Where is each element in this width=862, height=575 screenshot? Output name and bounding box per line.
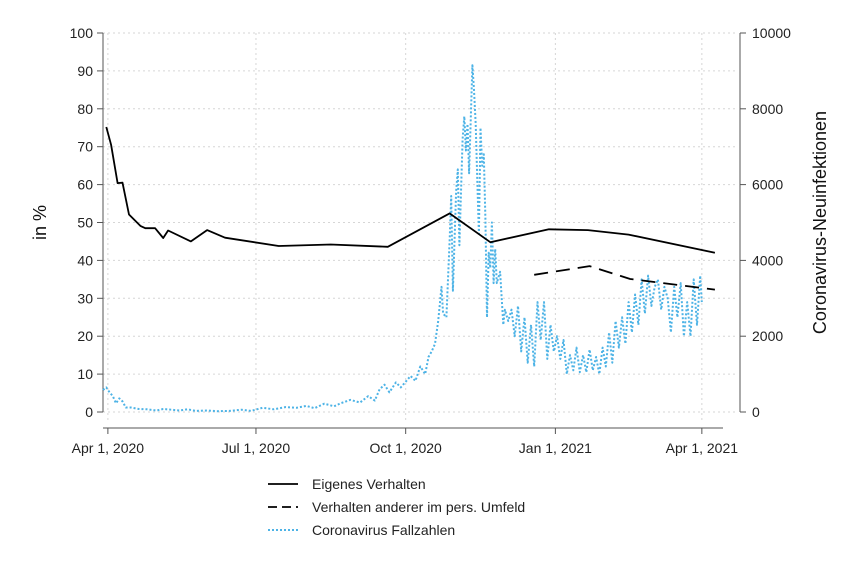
legend: Eigenes Verhalten Verhalten anderer im pe… [268,476,525,538]
legend-label: Verhalten anderer im pers. Umfeld [312,499,525,515]
y-left-tick-label: 100 [70,25,94,41]
axes: 0 10 20 30 40 50 60 70 80 90 100 Apr 1, 2020 Jul 1, … [30,25,830,456]
y-right-tick-label: 2000 [752,328,783,344]
series-line-dashed [534,265,716,291]
y-left-tick-label: 30 [77,290,93,306]
y-right-tick-label: 8000 [752,101,783,117]
y-left-tick-label: 80 [77,101,93,117]
series-lines [102,64,716,413]
y-left-tick-label: 10 [77,366,93,382]
x-tick-label: Apr 1, 2020 [72,440,145,456]
legend-label: Eigenes Verhalten [312,476,426,492]
y-left-tick-label: 40 [77,252,93,268]
x-tick-label: Jan 1, 2021 [519,440,592,456]
x-tick-label: Jul 1, 2020 [222,440,291,456]
y-left-tick-label: 20 [77,328,93,344]
y-left-tick-label: 90 [77,63,93,79]
y-left-tick-label: 60 [77,177,93,193]
series-line-solid [105,126,716,254]
y-right-tick-label: 0 [752,404,760,420]
x-tick-label: Oct 1, 2020 [369,440,442,456]
y-right-tick-label: 4000 [752,252,783,268]
x-tick-label: Apr 1, 2021 [666,440,739,456]
y-left-tick-label: 50 [77,215,93,231]
y-left-axis-title: in % [30,205,50,240]
y-right-tick-label: 10000 [752,25,791,41]
y-right-tick-label: 6000 [752,177,783,193]
gridlines [103,32,735,420]
y-right-axis-title: Coronavirus-Neuinfektionen [810,111,830,334]
y-left-tick-label: 70 [77,139,93,155]
series-line-dotted [102,64,703,413]
legend-label: Coronavirus Fallzahlen [312,522,455,538]
y-left-tick-label: 0 [85,404,93,420]
